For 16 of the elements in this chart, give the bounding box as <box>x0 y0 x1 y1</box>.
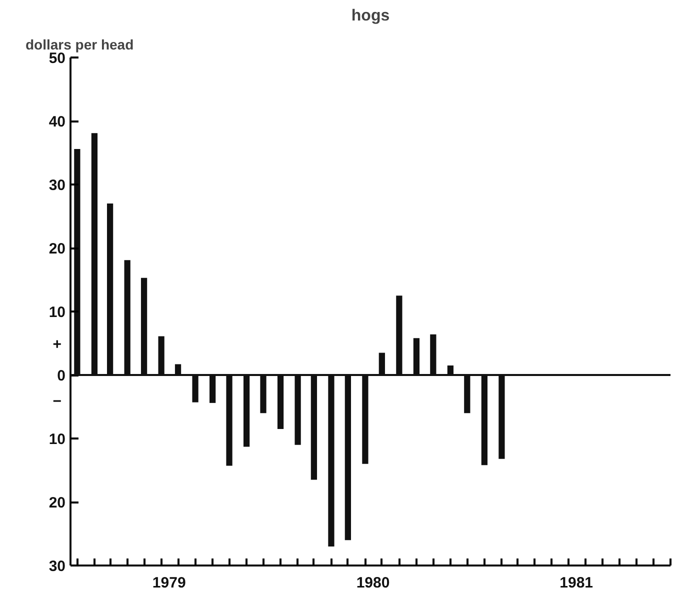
y-tick-label: 20 <box>48 494 66 512</box>
y-tick-label: 30 <box>48 177 66 194</box>
chart-title: hogs <box>351 8 390 24</box>
y-tick-label: 30 <box>48 558 66 575</box>
y-tick-label: 10 <box>48 431 66 448</box>
y-tick-label: 20 <box>48 240 66 258</box>
y-tick-label: 40 <box>48 114 66 130</box>
x-tick-label: 1981 <box>560 574 594 592</box>
x-tick-label: 1979 <box>152 574 186 592</box>
text: − <box>52 392 62 410</box>
y-axis-title: dollars per head <box>26 36 134 52</box>
y-tick-label: 0 <box>57 368 66 384</box>
text: + <box>52 336 62 353</box>
x-tick-label: 1980 <box>356 574 390 592</box>
y-tick-label: 10 <box>48 304 66 321</box>
y-tick-label: 50 <box>48 50 66 67</box>
